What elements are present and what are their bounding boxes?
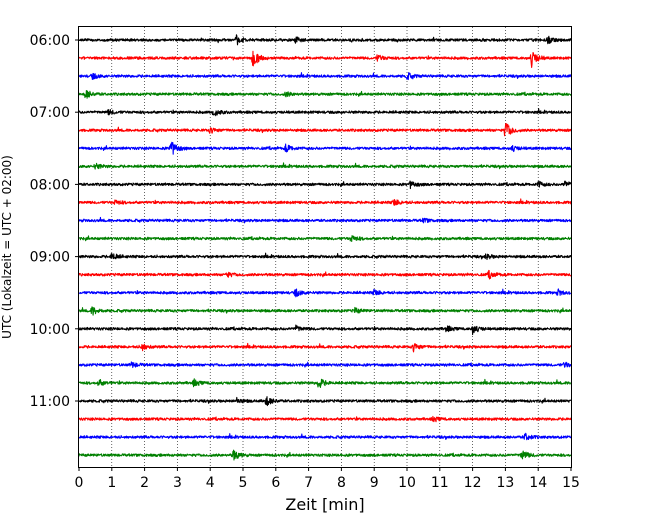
plot-frame xyxy=(78,26,572,468)
y-axis-label: UTC (Lokalzeit = UTC + 02:00) xyxy=(0,155,14,339)
y-tick-label: 06:00 xyxy=(30,33,70,49)
trace-layer xyxy=(78,34,572,461)
x-axis-label: Zeit [min] xyxy=(285,495,364,514)
seismic-trace-0615 xyxy=(78,50,572,69)
seismic-trace-0830 xyxy=(78,216,572,224)
grid-layer xyxy=(111,27,539,467)
seismic-trace-0730 xyxy=(78,141,572,155)
x-tick-label: 10 xyxy=(398,475,416,491)
x-tick-label: 13 xyxy=(496,475,514,491)
seismic-trace-1115 xyxy=(78,415,572,423)
x-tick-label: 1 xyxy=(107,475,116,491)
x-ticks: 0 1 2 3 4 5 6 7 8 9 10 11 12 13 14 15 xyxy=(75,467,580,491)
seismic-trace-1145 xyxy=(78,449,572,461)
seismic-trace-0900 xyxy=(78,252,572,261)
seismic-trace-0645 xyxy=(78,90,572,99)
x-tick-label: 4 xyxy=(206,475,215,491)
x-tick-label: 14 xyxy=(529,475,547,491)
y-tick-label: 07:00 xyxy=(30,105,70,121)
x-tick-label: 15 xyxy=(562,475,580,491)
seismic-trace-1000 xyxy=(78,324,572,336)
seismic-trace-0745 xyxy=(78,162,572,170)
seismic-trace-1015 xyxy=(78,342,572,353)
y-tick-label: 10:00 xyxy=(30,322,70,338)
x-tick-label: 12 xyxy=(464,475,482,491)
x-tick-label: 9 xyxy=(370,475,379,491)
x-tick-label: 0 xyxy=(75,475,84,491)
seismic-trace-1100 xyxy=(78,396,572,407)
seismic-trace-1130 xyxy=(78,432,572,441)
x-tick-label: 3 xyxy=(173,475,182,491)
x-tick-label: 7 xyxy=(304,475,313,491)
x-tick-label: 2 xyxy=(140,475,149,491)
x-tick-label: 11 xyxy=(431,475,449,491)
seismic-trace-1030 xyxy=(78,361,572,369)
seismic-trace-0700 xyxy=(78,108,572,117)
seismic-trace-0800 xyxy=(78,180,572,190)
seismic-trace-0600 xyxy=(78,34,572,46)
seismic-trace-0945 xyxy=(78,306,572,316)
seismic-trace-0630 xyxy=(78,72,572,81)
seismic-trace-0915 xyxy=(78,269,572,280)
seismic-trace-0930 xyxy=(78,288,572,298)
x-tick-label: 6 xyxy=(271,475,280,491)
y-ticks: 06:00 07:00 08:00 09:00 10:00 11:00 xyxy=(30,33,79,410)
y-tick-label: 11:00 xyxy=(30,394,70,410)
seismic-trace-0845 xyxy=(78,235,572,243)
y-tick-label: 09:00 xyxy=(30,250,70,266)
x-tick-label: 8 xyxy=(337,475,346,491)
seismic-trace-0815 xyxy=(78,198,572,206)
x-tick-label: 5 xyxy=(239,475,248,491)
seismic-trace-0715 xyxy=(78,123,572,137)
seismic-trace-1045 xyxy=(78,378,572,388)
y-tick-label: 08:00 xyxy=(30,177,70,193)
